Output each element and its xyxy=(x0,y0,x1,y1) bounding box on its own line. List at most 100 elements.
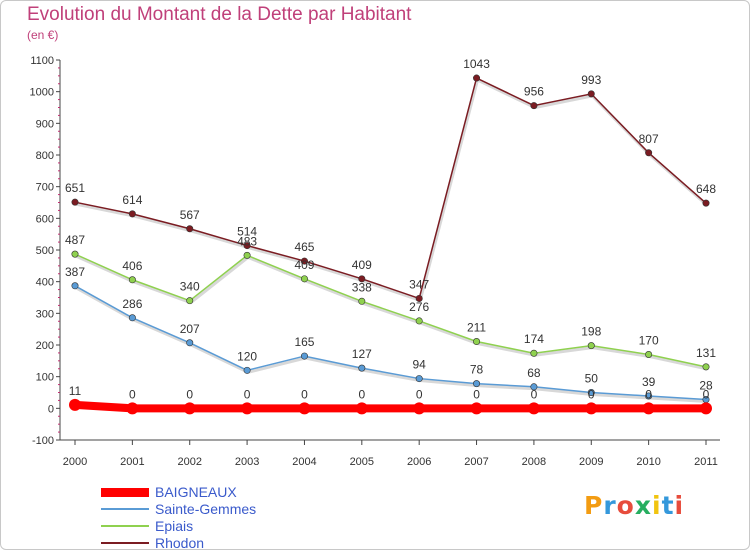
data-point xyxy=(126,402,139,415)
data-label: 170 xyxy=(639,334,659,348)
chart-title: Evolution du Montant de la Dette par Hab… xyxy=(27,4,412,25)
data-point xyxy=(587,342,595,350)
data-label: 207 xyxy=(180,322,200,336)
data-label: 11 xyxy=(69,384,82,398)
series-shadow xyxy=(75,77,708,303)
series-shadow xyxy=(75,254,708,371)
data-point xyxy=(530,383,538,391)
data-point xyxy=(530,102,538,110)
x-tick-label: 2008 xyxy=(522,456,546,468)
x-tick-label: 2003 xyxy=(235,456,259,468)
data-label: 0 xyxy=(473,387,480,401)
data-label: 276 xyxy=(409,300,429,314)
y-tick-label: 100 xyxy=(36,372,54,384)
y-tick-label: 1000 xyxy=(30,87,54,99)
data-point xyxy=(128,276,136,284)
y-tick-label: 600 xyxy=(36,213,54,225)
data-point xyxy=(413,402,426,415)
data-label: 956 xyxy=(524,85,544,99)
data-point xyxy=(587,90,595,98)
data-label: 165 xyxy=(294,335,314,349)
data-point xyxy=(473,380,481,388)
legend-item: Epiais xyxy=(101,518,301,535)
chart-subtitle: (en €) xyxy=(27,28,59,42)
series-line-sainte-gemmes xyxy=(74,285,707,401)
data-label: 483 xyxy=(237,234,257,248)
y-tick-label: 300 xyxy=(36,308,54,320)
data-point xyxy=(69,398,81,411)
series-line-baigneaux xyxy=(74,400,706,413)
data-point xyxy=(243,242,251,250)
data-label: 406 xyxy=(122,259,142,273)
data-label: 409 xyxy=(294,258,314,272)
series-line-rhodon xyxy=(74,76,707,300)
x-tick-label: 2010 xyxy=(636,456,660,468)
data-label: 567 xyxy=(180,208,200,222)
data-point xyxy=(530,349,538,357)
data-label: 0 xyxy=(186,387,193,401)
data-point xyxy=(186,297,194,305)
data-point xyxy=(128,210,136,218)
data-label: 993 xyxy=(581,73,601,87)
data-label: 50 xyxy=(585,372,599,386)
x-tick-label: 2011 xyxy=(694,456,718,468)
data-point xyxy=(241,402,254,415)
y-tick-label: 1100 xyxy=(30,55,54,67)
data-point xyxy=(71,282,79,290)
data-label: 0 xyxy=(358,387,365,401)
data-point xyxy=(645,149,653,157)
data-label: 28 xyxy=(699,378,713,392)
y-tick-label: 200 xyxy=(36,340,54,352)
data-label: 487 xyxy=(65,233,85,247)
legend-item: Sainte-Gemmes xyxy=(101,501,301,518)
data-point xyxy=(702,363,710,371)
data-label: 120 xyxy=(237,349,257,363)
data-point xyxy=(186,225,194,233)
data-point xyxy=(128,314,136,322)
x-tick-label: 2005 xyxy=(350,456,374,468)
data-point xyxy=(71,250,79,258)
y-tick-label: 0 xyxy=(48,403,54,415)
data-label: 0 xyxy=(301,387,308,401)
data-label: 94 xyxy=(413,358,427,372)
data-point xyxy=(587,388,595,396)
data-point xyxy=(300,257,308,265)
data-label: 39 xyxy=(642,375,656,389)
legend-label: Epiais xyxy=(155,518,194,534)
legend-swatch xyxy=(101,508,149,510)
legend-swatch xyxy=(101,525,149,527)
data-label: 131 xyxy=(696,346,716,360)
data-point xyxy=(700,402,712,415)
series-shadow xyxy=(75,286,708,403)
legend-swatch xyxy=(101,542,149,544)
data-label: 651 xyxy=(65,181,85,195)
legend-label: BAIGNEAUX xyxy=(155,484,237,500)
data-point xyxy=(702,199,710,207)
data-label: 347 xyxy=(409,277,429,291)
data-point xyxy=(71,198,79,206)
data-label: 465 xyxy=(294,240,314,254)
data-label: 0 xyxy=(588,387,595,401)
proxiti-logo: Proxiti xyxy=(584,491,685,520)
x-tick-label: 2009 xyxy=(579,456,603,468)
data-label: 409 xyxy=(352,258,372,272)
data-point xyxy=(358,364,366,372)
data-label: 0 xyxy=(244,387,251,401)
data-label: 1043 xyxy=(463,57,490,71)
y-tick-label: 700 xyxy=(36,182,54,194)
data-label: 0 xyxy=(129,387,136,401)
y-tick-label: 500 xyxy=(36,245,54,257)
data-point xyxy=(186,339,194,347)
data-point xyxy=(642,402,655,415)
y-tick-label: 900 xyxy=(36,118,54,130)
data-point xyxy=(358,297,366,305)
data-label: 174 xyxy=(524,332,544,346)
x-tick-label: 2004 xyxy=(292,456,316,468)
data-point xyxy=(473,74,481,82)
x-tick-label: 2001 xyxy=(120,456,144,468)
data-point xyxy=(300,352,308,360)
data-point xyxy=(470,402,483,415)
data-point xyxy=(358,275,366,283)
data-label: 0 xyxy=(416,387,423,401)
